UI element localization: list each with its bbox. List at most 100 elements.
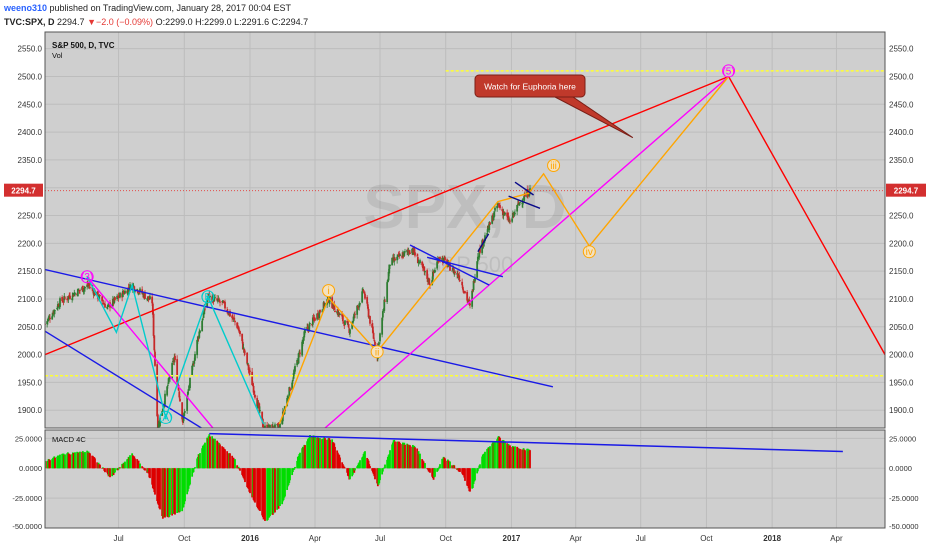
last-price-badge-left <box>4 183 43 197</box>
candle-body <box>213 297 216 302</box>
candle-body <box>137 293 140 295</box>
candle-body <box>301 341 304 356</box>
candle-body <box>458 275 461 280</box>
candle-body <box>193 360 196 364</box>
macd-bar <box>444 458 446 469</box>
macd-bar <box>284 468 286 497</box>
macd-bar <box>244 468 246 483</box>
candle-body <box>303 331 306 338</box>
macd-bar <box>192 468 195 473</box>
author-name[interactable]: weeno310 <box>4 3 48 13</box>
macd-bar <box>436 468 439 471</box>
candle-body <box>266 424 269 428</box>
candle-body <box>496 205 499 209</box>
y-tick-label-right: 1900.0 <box>889 406 914 415</box>
candle-body <box>424 270 426 273</box>
candle-body <box>311 317 314 325</box>
candle-body <box>62 301 65 302</box>
x-tick-label: Jul <box>636 534 646 543</box>
macd-bar <box>219 444 221 469</box>
candle-body <box>67 296 70 300</box>
candle-body <box>233 317 236 320</box>
macd-bar <box>309 434 311 469</box>
y-tick-label-left: 2050.0 <box>18 323 43 332</box>
macd-bar <box>154 468 156 495</box>
candle-body <box>314 318 316 321</box>
candle-body <box>461 286 464 290</box>
macd-bar <box>144 468 146 471</box>
candle-body <box>371 323 374 328</box>
candle-body <box>294 366 296 372</box>
candle-body <box>437 259 440 263</box>
macd-bar <box>194 467 196 469</box>
candle-body <box>237 326 240 331</box>
candle-body <box>166 384 169 386</box>
callout-text: Watch for Euphoria here <box>484 82 576 92</box>
macd-bar <box>74 452 76 469</box>
macd-bar <box>49 460 51 469</box>
macd-bar <box>399 443 401 469</box>
candle-body <box>244 351 246 353</box>
candle-body <box>291 379 294 382</box>
y-tick-label-left: 2200.0 <box>18 239 43 248</box>
macd-bar <box>382 468 385 469</box>
navy-trendline <box>508 195 541 209</box>
candle-body <box>83 288 86 291</box>
candle-body <box>394 258 396 261</box>
macd-bar <box>437 468 440 470</box>
candle-body <box>421 263 424 269</box>
candle-body <box>106 304 109 308</box>
candle-body <box>449 263 451 271</box>
wave-label: (A) <box>159 413 172 424</box>
candle-body <box>256 398 259 407</box>
candle-body <box>434 270 436 273</box>
y-tick-label-right: 2200.0 <box>889 239 914 248</box>
candle-body <box>359 303 361 305</box>
candle-body <box>378 342 381 344</box>
candle-body <box>66 298 69 300</box>
candle-body <box>126 287 129 295</box>
candle-body <box>297 353 300 364</box>
candle-body <box>256 402 259 409</box>
candle-body <box>252 385 255 393</box>
y-tick-label-right: 1950.0 <box>889 378 914 387</box>
candle-body <box>436 261 439 269</box>
candle-body <box>333 303 336 310</box>
candle-body <box>514 213 516 214</box>
candle-body <box>462 290 465 293</box>
last-price-badge-right <box>886 183 926 197</box>
candle-body <box>292 373 295 379</box>
candle-body <box>426 270 429 279</box>
candle-body <box>61 301 64 303</box>
x-tick-label: Oct <box>178 534 191 543</box>
candle-body <box>243 348 246 353</box>
publish-line: weeno310 published on TradingView.com, J… <box>4 3 291 14</box>
candle-body <box>96 291 99 299</box>
candle-body <box>379 333 381 342</box>
y-tick-label-right: 2100.0 <box>889 295 914 304</box>
candle-body <box>106 307 109 309</box>
symbol-label[interactable]: TVC:SPX, D <box>4 17 55 27</box>
candle-body <box>53 309 56 315</box>
macd-bar <box>299 452 301 469</box>
candle-body <box>187 388 190 392</box>
candle-body <box>403 251 406 256</box>
candle-body <box>74 293 76 295</box>
macd-bar <box>424 463 426 469</box>
candle-body <box>301 339 304 343</box>
candle-body <box>358 303 361 308</box>
x-tick-label: 2018 <box>763 534 781 543</box>
magenta-trendline <box>324 75 730 428</box>
macd-histogram <box>45 432 843 521</box>
candle-body <box>79 289 81 291</box>
macd-tick-label-right: 25.0000 <box>889 434 916 443</box>
candle-body <box>264 425 266 428</box>
wave-label: (B) <box>201 292 214 303</box>
candle-body <box>274 424 276 428</box>
macd-bar <box>374 468 376 480</box>
last-price-label-left: 2294.7 <box>11 187 36 196</box>
macd-bar <box>343 466 346 469</box>
candle-body <box>113 297 116 303</box>
candle-body <box>181 402 184 420</box>
